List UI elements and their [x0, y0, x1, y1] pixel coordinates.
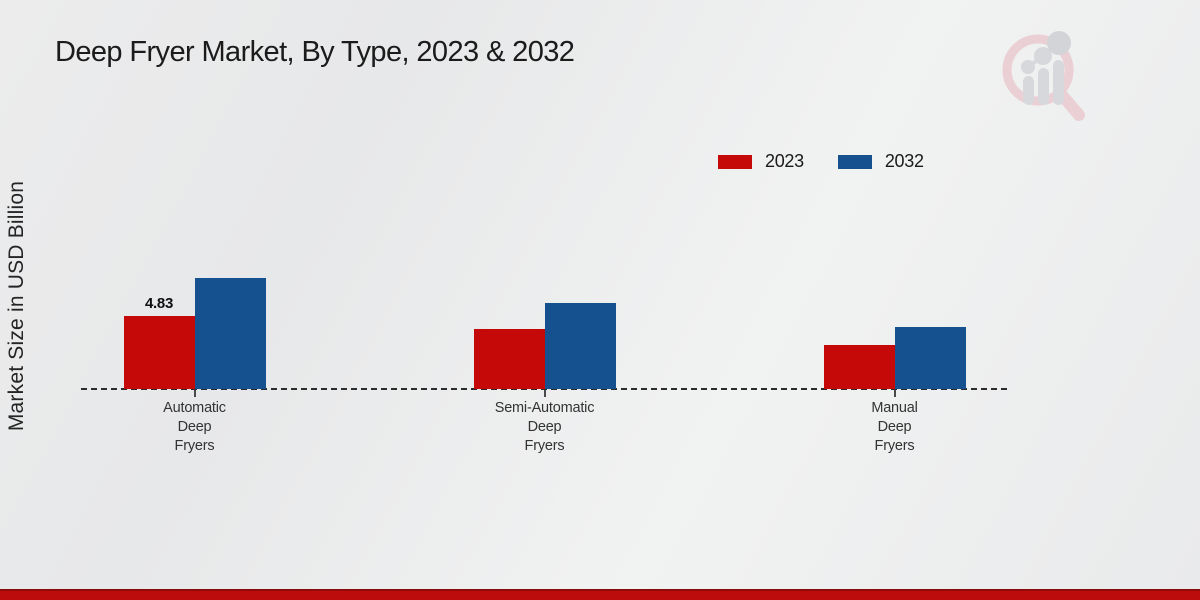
x-axis-tick-manual-deep-fryers [893, 390, 896, 397]
legend-item-2023: 2023 [718, 151, 804, 172]
bar-2023-automatic-deep-fryers [123, 316, 195, 389]
bar-value-label: 4.83 [145, 295, 173, 312]
bar-2023-semi-automatic-deep-fryers [473, 329, 545, 389]
magnifier-bar-chart-watermark-icon [1002, 31, 1085, 121]
bar-2032-automatic-deep-fryers [194, 278, 266, 389]
bar-2023-manual-deep-fryers [823, 345, 895, 389]
category-label-automatic-deep-fryers: Automatic Deep Fryers [163, 400, 226, 454]
category-label-semi-automatic-deep-fryers: Semi-Automatic Deep Fryers [494, 400, 595, 454]
footer-accent-bar [0, 589, 1200, 600]
legend-swatch-2032 [837, 154, 872, 169]
category-label-manual-deep-fryers: Manual Deep Fryers [871, 400, 918, 454]
legend-item-2032: 2032 [837, 151, 924, 172]
legend-label-2023: 2023 [765, 151, 804, 171]
x-axis-tick-automatic-deep-fryers [193, 390, 196, 397]
x-axis-tick-semi-automatic-deep-fryers [543, 390, 546, 397]
x-axis-baseline [81, 388, 1007, 390]
legend-swatch-2023 [718, 154, 752, 169]
bar-2032-semi-automatic-deep-fryers [544, 303, 616, 389]
legend-label-2032: 2032 [884, 151, 924, 171]
chart-title: Deep Fryer Market, By Type, 2023 & 2032 [55, 36, 575, 68]
bar-2032-manual-deep-fryers [894, 327, 966, 389]
legend: 2023 2032 [718, 151, 924, 172]
